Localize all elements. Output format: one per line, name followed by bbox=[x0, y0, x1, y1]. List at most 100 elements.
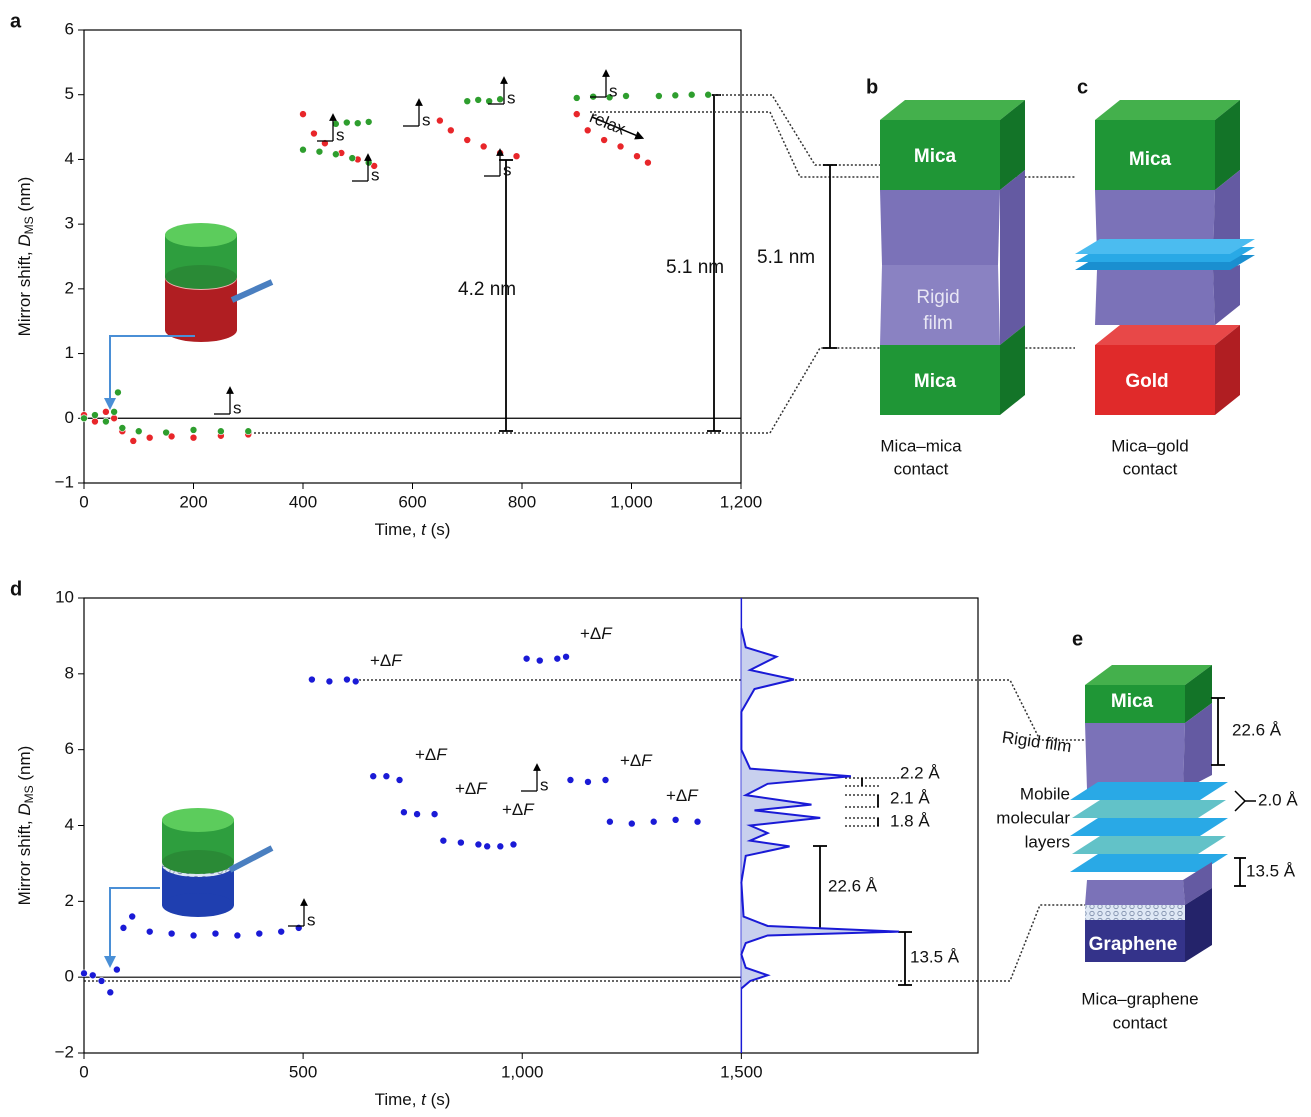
data-point bbox=[217, 428, 224, 435]
y-tick-label: 0 bbox=[65, 967, 74, 986]
data-point bbox=[475, 96, 482, 103]
figure: 4.2 nm 5.1 nm relax b Mica Rigid film Mi… bbox=[0, 0, 1311, 1117]
y-tick-label: −1 bbox=[55, 472, 74, 491]
force-label-part: +Δ bbox=[370, 651, 391, 670]
force-label-part: F bbox=[476, 779, 488, 798]
y-axis-label-part: D bbox=[15, 803, 34, 815]
data-point bbox=[447, 127, 454, 134]
force-label: +ΔF bbox=[502, 800, 535, 819]
y-tick-label: 5 bbox=[65, 84, 74, 103]
layer-label: molecular bbox=[996, 808, 1070, 827]
y-axis-label: Mirror shift, DMS (nm) bbox=[15, 177, 36, 337]
data-point bbox=[497, 843, 504, 850]
panel-label: a bbox=[10, 10, 22, 32]
x-tick-label: 800 bbox=[508, 492, 536, 511]
x-tick-label: 0 bbox=[79, 492, 88, 511]
annotation: 2.2 Å bbox=[900, 763, 940, 782]
data-point bbox=[102, 418, 109, 425]
force-label: +ΔF bbox=[455, 779, 488, 798]
data-point bbox=[98, 977, 105, 984]
data-point bbox=[163, 429, 170, 436]
x-axis-label-part: (s) bbox=[426, 1090, 451, 1109]
data-point bbox=[655, 93, 662, 100]
data-point bbox=[91, 418, 98, 425]
layer-label: Mica bbox=[1129, 149, 1172, 170]
data-point bbox=[120, 924, 127, 931]
data-point bbox=[81, 970, 88, 977]
x-tick-label: 500 bbox=[289, 1062, 317, 1081]
caption: contact bbox=[894, 459, 949, 478]
data-point bbox=[617, 143, 624, 150]
data-point bbox=[464, 137, 471, 144]
force-label-part: +Δ bbox=[666, 786, 687, 805]
data-point bbox=[396, 777, 403, 784]
force-label-part: F bbox=[687, 786, 699, 805]
data-point bbox=[278, 928, 285, 935]
x-tick-label: 1,200 bbox=[720, 492, 763, 511]
data-point bbox=[567, 777, 574, 784]
data-point bbox=[436, 117, 443, 124]
data-point bbox=[554, 655, 561, 662]
data-point bbox=[349, 155, 356, 162]
caption: Mica–gold bbox=[1111, 436, 1189, 455]
caption: contact bbox=[1113, 1013, 1168, 1032]
data-point bbox=[601, 137, 608, 144]
data-point bbox=[633, 153, 640, 160]
data-point bbox=[484, 843, 491, 850]
data-point bbox=[513, 153, 520, 160]
scale-label: s bbox=[540, 775, 549, 794]
data-point bbox=[119, 424, 126, 431]
scale-label: s bbox=[609, 81, 618, 100]
y-tick-label: 6 bbox=[65, 19, 74, 38]
data-point bbox=[584, 127, 591, 134]
force-label: +ΔF bbox=[415, 745, 448, 764]
y-tick-label: 3 bbox=[65, 214, 74, 233]
data-point bbox=[457, 839, 464, 846]
data-point bbox=[326, 678, 333, 685]
data-point bbox=[111, 408, 118, 415]
x-tick-label: 1,000 bbox=[501, 1062, 544, 1081]
data-point bbox=[308, 676, 315, 683]
data-point bbox=[475, 841, 482, 848]
scale-label: s bbox=[307, 910, 316, 929]
force-label-part: F bbox=[523, 800, 535, 819]
data-point bbox=[365, 118, 372, 125]
dotted-line bbox=[84, 905, 1085, 981]
data-point bbox=[316, 148, 323, 155]
data-point bbox=[523, 655, 530, 662]
x-tick-label: 0 bbox=[79, 1062, 88, 1081]
data-point bbox=[370, 773, 377, 780]
dotted-line bbox=[355, 680, 1085, 740]
data-point bbox=[602, 777, 609, 784]
annotation: 2.0 Å bbox=[1258, 790, 1298, 809]
data-point bbox=[400, 809, 407, 816]
data-point bbox=[584, 778, 591, 785]
data-point bbox=[644, 159, 651, 166]
data-point bbox=[440, 837, 447, 844]
data-point bbox=[464, 98, 471, 105]
data-point bbox=[107, 989, 114, 996]
data-point bbox=[114, 389, 121, 396]
x-axis-label-part: (s) bbox=[426, 520, 451, 539]
data-point bbox=[130, 437, 137, 444]
diagram-e: e Mica Rigid film Mobile molecular layer… bbox=[996, 628, 1298, 1032]
caption: contact bbox=[1123, 459, 1178, 478]
y-axis-label: Mirror shift, DMS (nm) bbox=[15, 746, 36, 906]
panel-label: b bbox=[866, 76, 878, 98]
data-point bbox=[91, 412, 98, 419]
data-point bbox=[352, 678, 359, 685]
x-axis-label: Time, t (s) bbox=[375, 1090, 451, 1109]
data-point bbox=[113, 966, 120, 973]
y-tick-label: −2 bbox=[55, 1042, 74, 1061]
x-axis-label-part: Time, bbox=[375, 1090, 422, 1109]
y-axis-label-part: (nm) bbox=[15, 746, 34, 786]
layer-label: Mica bbox=[914, 146, 957, 167]
y-tick-label: 0 bbox=[65, 408, 74, 427]
y-tick-label: 4 bbox=[65, 815, 74, 834]
data-point bbox=[129, 913, 136, 920]
y-tick-label: 8 bbox=[65, 663, 74, 682]
annotation: 5.1 nm bbox=[666, 257, 724, 278]
annotation: 5.1 nm bbox=[757, 247, 815, 268]
force-label-part: F bbox=[601, 624, 613, 643]
y-axis-label-part: (nm) bbox=[15, 177, 34, 217]
